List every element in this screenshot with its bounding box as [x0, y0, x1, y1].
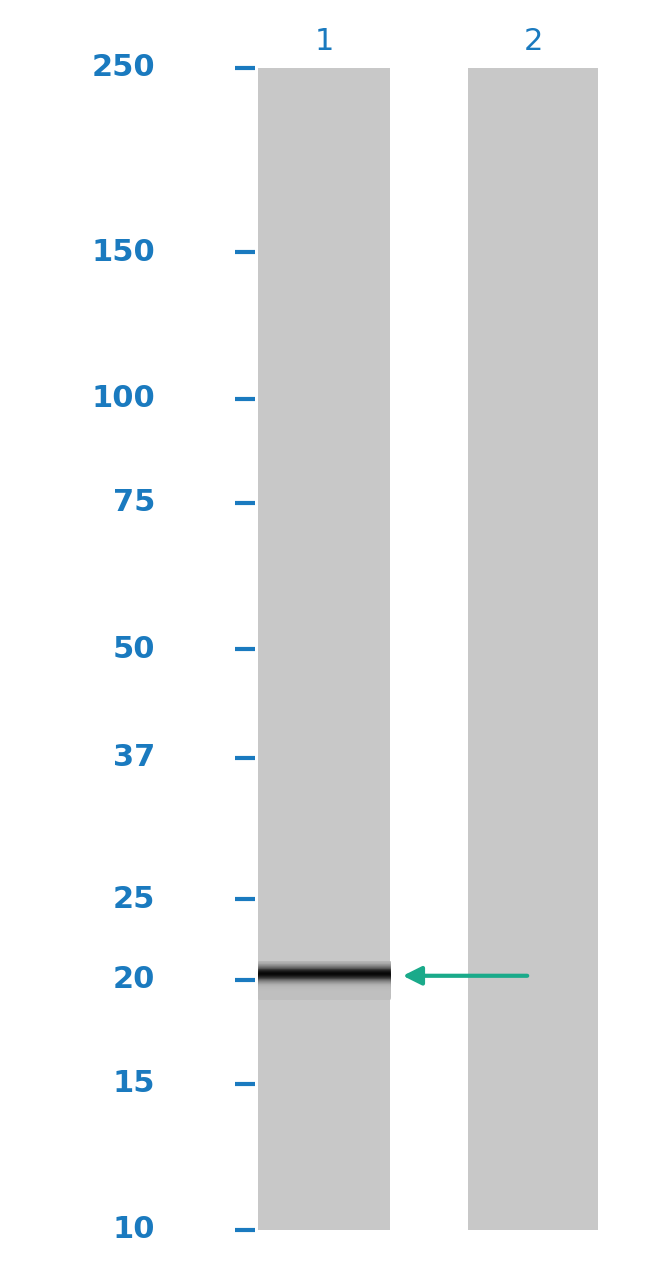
- Text: 250: 250: [92, 53, 155, 83]
- Text: 75: 75: [112, 488, 155, 517]
- Text: 37: 37: [112, 743, 155, 772]
- Text: 15: 15: [112, 1069, 155, 1099]
- Text: 10: 10: [112, 1215, 155, 1245]
- Text: 150: 150: [91, 237, 155, 267]
- Text: 20: 20: [112, 965, 155, 994]
- Text: 100: 100: [91, 385, 155, 413]
- Text: 50: 50: [112, 635, 155, 663]
- Bar: [258, 69, 390, 1231]
- Text: 1: 1: [315, 28, 333, 56]
- Text: 2: 2: [523, 28, 543, 56]
- Bar: [468, 69, 598, 1231]
- Text: 25: 25: [112, 885, 155, 913]
